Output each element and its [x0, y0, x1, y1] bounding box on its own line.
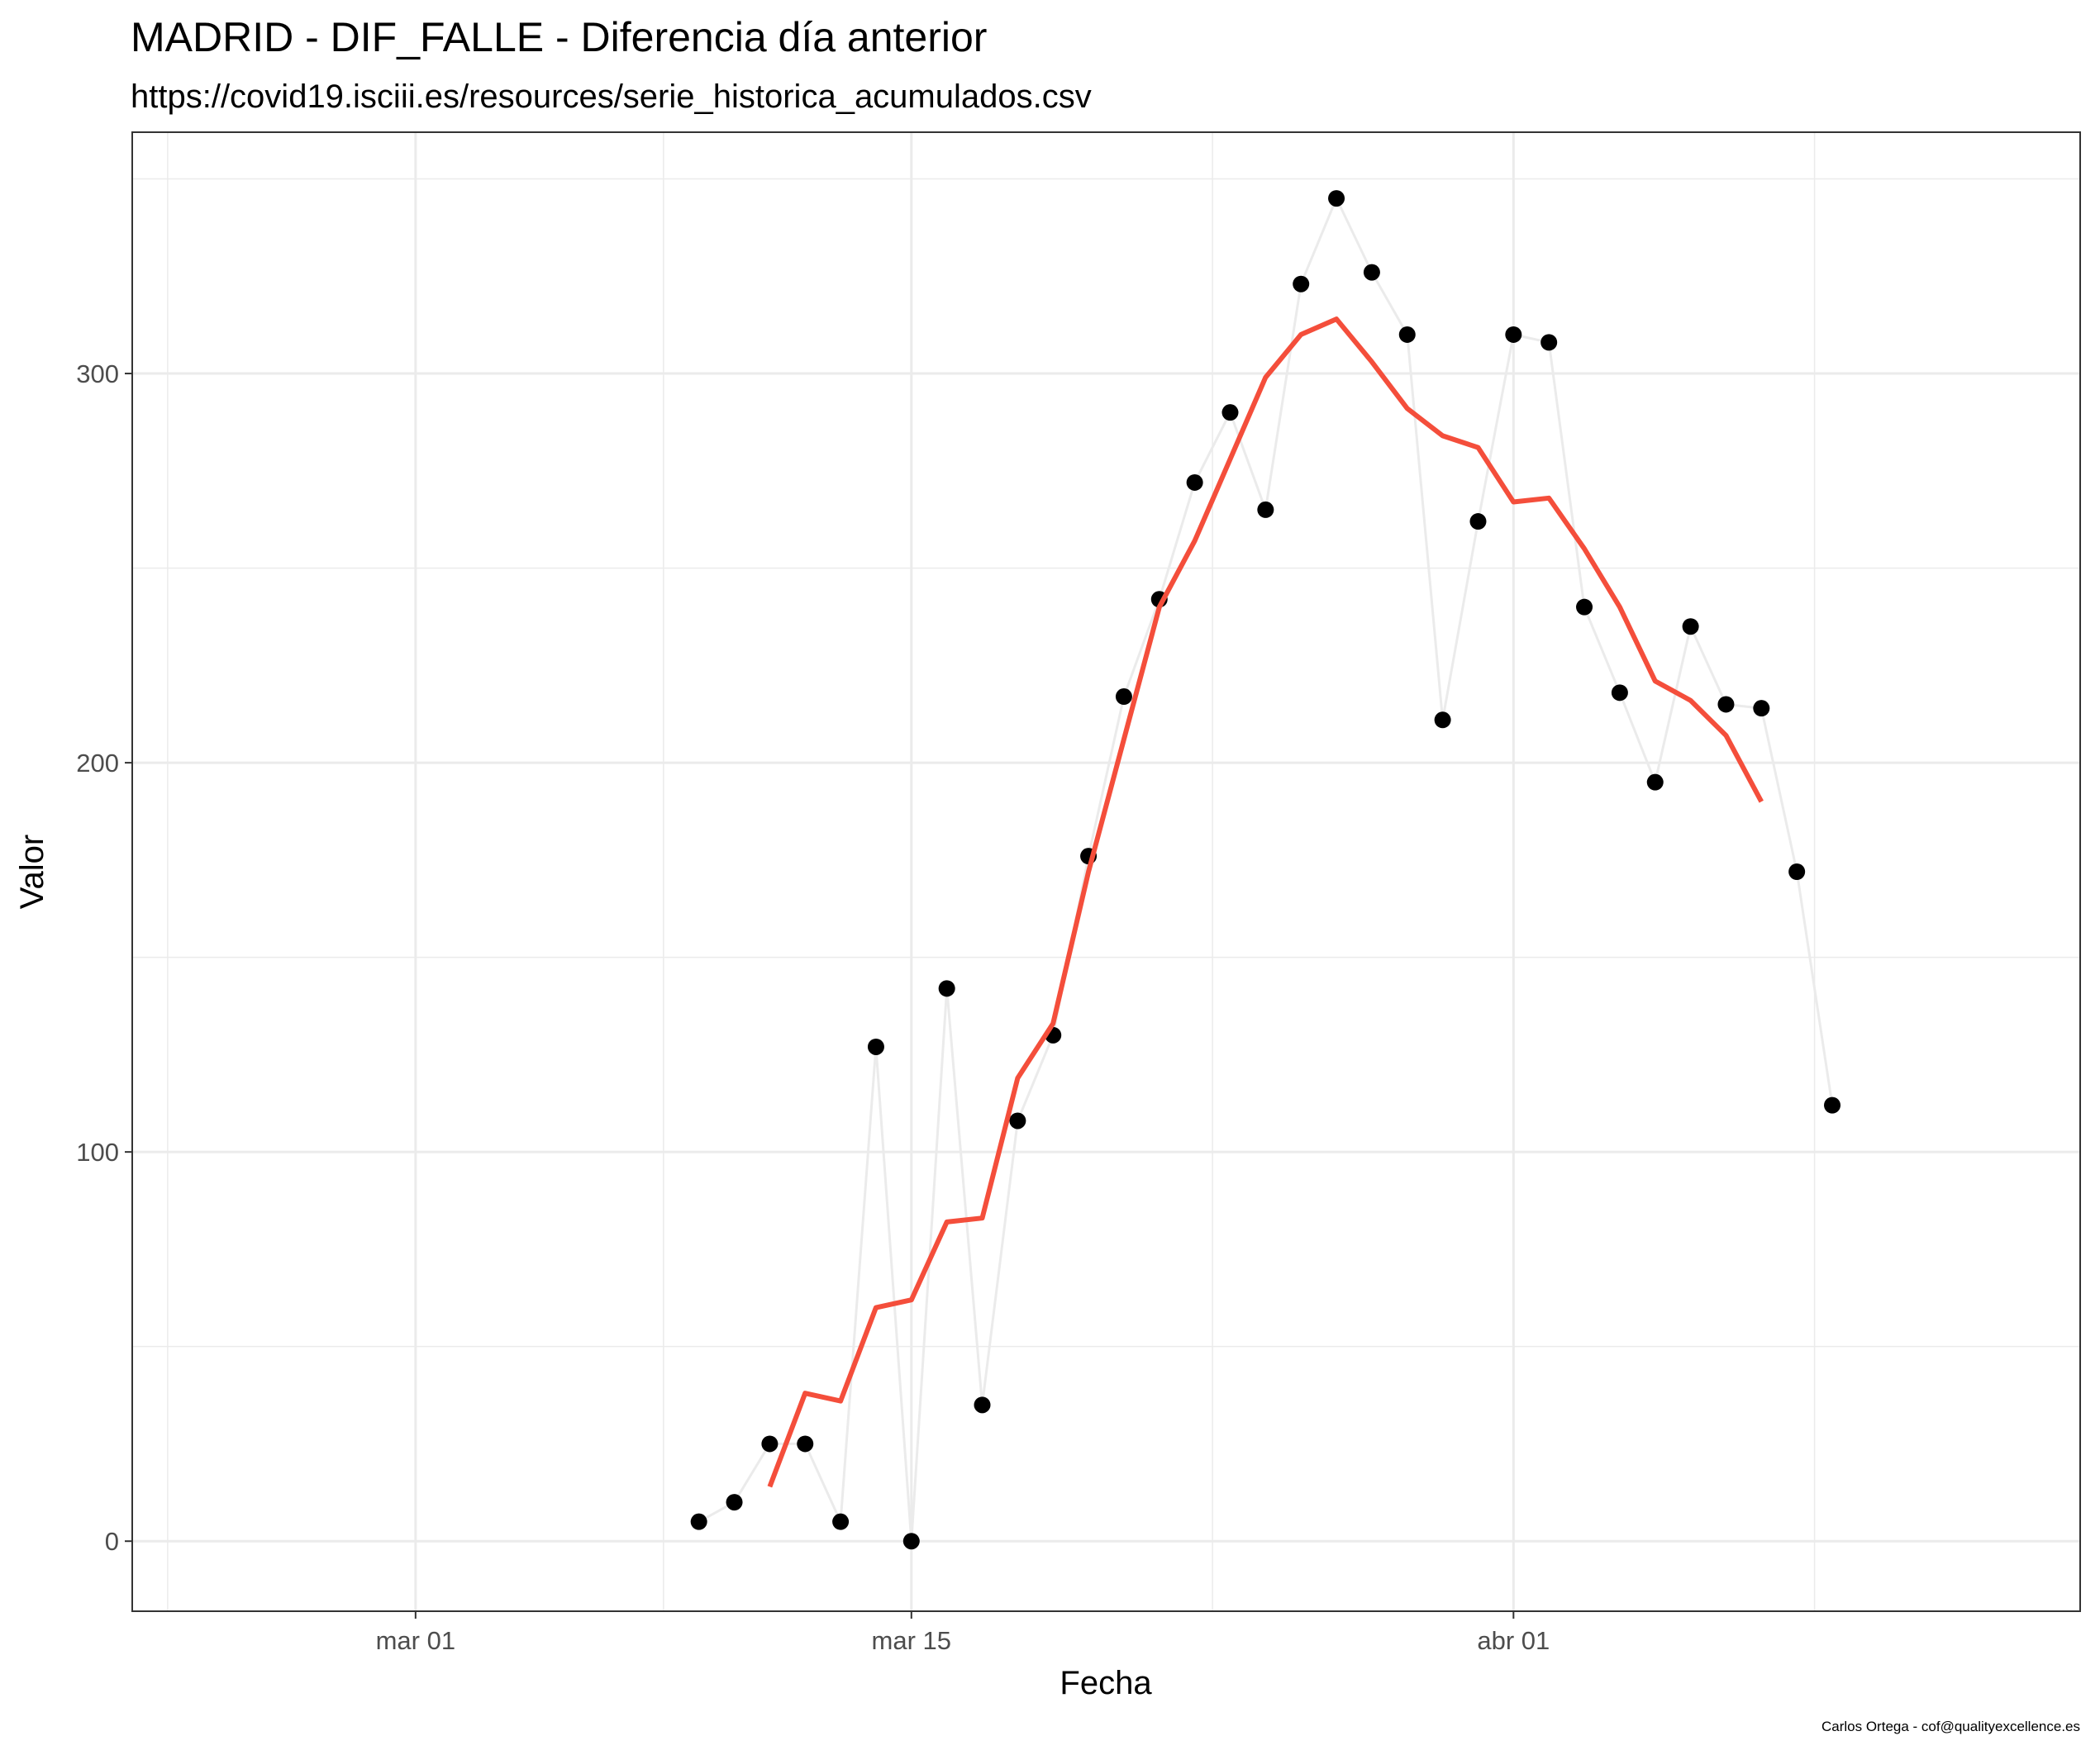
- data-point: [1717, 696, 1735, 713]
- moving-average-line: [767, 316, 1764, 1488]
- data-point: [1753, 700, 1770, 717]
- x-axis: mar 01 mar 15 abr 01: [376, 1611, 1550, 1655]
- data-point: [1611, 684, 1628, 702]
- data-point: [1434, 711, 1451, 729]
- data-point: [1505, 326, 1522, 343]
- x-tick-label: mar 01: [376, 1626, 455, 1655]
- y-axis: 0 100 200 300: [76, 359, 132, 1556]
- data-point: [1682, 618, 1699, 635]
- data-point: [1009, 1112, 1026, 1130]
- chart-title: MADRID - DIF_FALLE - Diferencia día ante…: [131, 14, 987, 60]
- data-point: [1115, 688, 1132, 706]
- data-point: [1221, 404, 1239, 421]
- y-tick-label: 200: [76, 749, 119, 778]
- data-point: [1257, 501, 1274, 518]
- data-point: [974, 1396, 991, 1414]
- series-moving-average: [767, 316, 1764, 1488]
- data-point: [1293, 275, 1310, 292]
- data-point: [797, 1435, 814, 1453]
- data-point: [1398, 326, 1416, 343]
- chart-caption: Carlos Ortega - cof@qualityexcellence.es: [1821, 1719, 2080, 1734]
- x-tick-label: mar 15: [872, 1626, 951, 1655]
- data-point: [1824, 1096, 1841, 1114]
- data-point: [867, 1038, 884, 1055]
- data-point: [1363, 264, 1380, 281]
- chart-subtitle: https://covid19.isciii.es/resources/seri…: [131, 78, 1092, 115]
- y-axis-title: Valor: [14, 835, 50, 909]
- x-axis-title: Fecha: [1060, 1665, 1152, 1701]
- data-point: [761, 1435, 779, 1453]
- x-tick-label: abr 01: [1477, 1626, 1550, 1655]
- y-tick-label: 100: [76, 1138, 119, 1167]
- grid-minor: [132, 132, 2080, 1611]
- data-point: [1328, 190, 1345, 207]
- y-tick-label: 0: [105, 1527, 119, 1556]
- y-tick-label: 300: [76, 359, 119, 388]
- data-point: [832, 1513, 850, 1530]
- data-point: [726, 1494, 743, 1511]
- data-point: [902, 1533, 920, 1550]
- data-point: [1788, 863, 1806, 880]
- series-raw: [690, 190, 1841, 1550]
- data-point: [1469, 513, 1487, 530]
- data-point: [1576, 598, 1593, 616]
- plot-background: [132, 132, 2080, 1611]
- grid-major: [132, 132, 2080, 1611]
- data-point: [1646, 773, 1664, 791]
- data-point: [1540, 334, 1558, 351]
- data-point: [690, 1513, 707, 1530]
- data-point: [1186, 473, 1203, 491]
- plot-border: [131, 131, 2081, 1612]
- data-point: [938, 980, 955, 997]
